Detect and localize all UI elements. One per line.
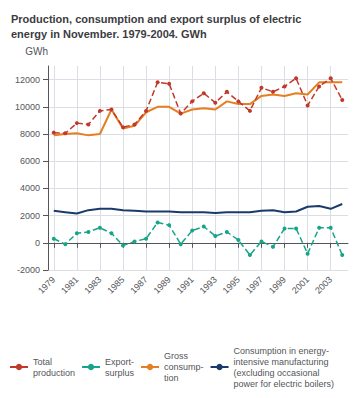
svg-text:2001: 2001: [290, 274, 311, 295]
svg-text:-2000: -2000: [17, 265, 40, 275]
svg-text:(excluding occasional: (excluding occasional: [234, 368, 320, 378]
svg-text:2000: 2000: [20, 211, 40, 221]
svg-text:1991: 1991: [175, 274, 196, 295]
svg-text:10000: 10000: [15, 102, 40, 112]
svg-text:1983: 1983: [82, 274, 103, 295]
svg-text:8000: 8000: [20, 129, 40, 139]
svg-text:1999: 1999: [267, 274, 288, 295]
svg-text:Production, consumption and ex: Production, consumption and export surpl…: [11, 13, 301, 25]
svg-text:power for electric boilers): power for electric boilers): [234, 379, 335, 389]
svg-text:Consumption in energy-: Consumption in energy-: [234, 346, 330, 356]
svg-text:surplus: surplus: [105, 368, 135, 378]
svg-text:1995: 1995: [221, 274, 242, 295]
svg-text:intensive manufacturing: intensive manufacturing: [234, 357, 329, 367]
svg-text:production: production: [33, 368, 75, 378]
svg-text:1979: 1979: [36, 274, 57, 295]
svg-text:2003: 2003: [313, 274, 334, 295]
svg-text:tion: tion: [164, 373, 179, 383]
svg-text:energy in November. 1979-2004.: energy in November. 1979-2004. GWh: [11, 28, 207, 40]
svg-text:0: 0: [35, 238, 40, 248]
svg-text:GWh: GWh: [25, 46, 48, 57]
svg-text:Total: Total: [33, 357, 52, 367]
svg-text:4000: 4000: [20, 183, 40, 193]
svg-text:1997: 1997: [244, 274, 265, 295]
svg-text:1993: 1993: [198, 274, 219, 295]
svg-text:consump-: consump-: [164, 362, 204, 372]
svg-text:Gross: Gross: [164, 351, 189, 361]
svg-text:12000: 12000: [15, 75, 40, 85]
svg-text:1981: 1981: [59, 274, 80, 295]
svg-text:Export-: Export-: [105, 357, 134, 367]
svg-text:1985: 1985: [105, 274, 126, 295]
svg-text:1989: 1989: [151, 274, 172, 295]
svg-text:6000: 6000: [20, 156, 40, 166]
svg-text:1987: 1987: [128, 274, 149, 295]
